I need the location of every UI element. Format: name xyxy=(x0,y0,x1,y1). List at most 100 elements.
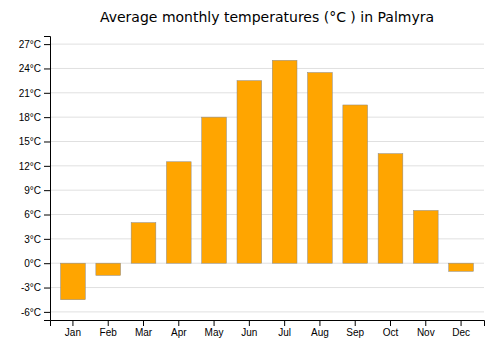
tick-mark xyxy=(44,117,50,118)
tick-label: Jan xyxy=(65,327,81,338)
y-tick: 15°C xyxy=(19,136,50,147)
tick-mark xyxy=(72,320,73,326)
tick-label: 27°C xyxy=(19,39,41,50)
tick-label: May xyxy=(205,327,224,338)
y-tick: 3°C xyxy=(24,234,50,245)
tick-label: Nov xyxy=(417,327,435,338)
tick-label: 21°C xyxy=(19,88,41,99)
axis-line xyxy=(44,37,51,321)
y-tick: 12°C xyxy=(19,161,50,172)
bar xyxy=(449,263,474,271)
y-axis: -6°C -3°C 0°C 3°C 6°C 9°C 12°C 15°C 18°C 21°C 24°C… xyxy=(19,37,51,321)
x-tick: May xyxy=(205,320,224,338)
bar xyxy=(202,117,227,263)
y-tick: 27°C xyxy=(19,39,50,50)
grid xyxy=(50,44,484,312)
tick-label: Aug xyxy=(311,327,329,338)
tick-label: 12°C xyxy=(19,161,41,172)
x-tick: Nov xyxy=(417,320,435,338)
tick-mark xyxy=(44,93,50,94)
grid-line xyxy=(50,68,484,69)
grid-line xyxy=(50,92,484,93)
y-tick: 18°C xyxy=(19,112,50,123)
tick-label: Oct xyxy=(383,327,399,338)
bar xyxy=(413,210,438,263)
grid-line xyxy=(50,287,484,288)
tick-mark xyxy=(44,263,50,264)
tick-label: -6°C xyxy=(21,307,41,318)
grid-line xyxy=(50,190,484,191)
tick-mark xyxy=(44,288,50,289)
tick-mark xyxy=(461,320,462,326)
bar xyxy=(308,73,333,264)
bars xyxy=(61,60,474,299)
bar xyxy=(96,263,121,275)
tick-label: 3°C xyxy=(24,234,41,245)
y-tick: 24°C xyxy=(19,63,50,74)
tick-label: -3°C xyxy=(21,282,41,293)
y-tick: -6°C xyxy=(21,307,50,318)
tick-mark xyxy=(390,320,391,326)
x-tick: Dec xyxy=(452,320,470,338)
tick-mark xyxy=(44,166,50,167)
tick-mark xyxy=(425,320,426,326)
tick-mark xyxy=(44,44,50,45)
bar xyxy=(343,105,368,263)
y-tick: 21°C xyxy=(19,88,50,99)
y-tick: 6°C xyxy=(24,209,50,220)
x-tick: Feb xyxy=(100,320,118,338)
bar xyxy=(272,60,297,263)
plot: -6°C -3°C 0°C 3°C 6°C 9°C 12°C 15°C 18°C 21°C 24°C… xyxy=(19,37,485,339)
tick-mark xyxy=(284,320,285,326)
tick-label: Apr xyxy=(171,327,187,338)
tick-mark xyxy=(44,312,50,313)
grid-line xyxy=(50,311,484,312)
axis-line xyxy=(51,321,485,327)
tick-mark xyxy=(355,320,356,326)
title: Average monthly temperatures (°C ) in Pa… xyxy=(100,9,434,25)
grid-line xyxy=(50,117,484,118)
tick-label: Dec xyxy=(452,327,470,338)
x-tick: Jan xyxy=(65,320,81,338)
tick-label: 24°C xyxy=(19,63,41,74)
tick-label: Feb xyxy=(100,327,118,338)
grid-line xyxy=(50,165,484,166)
chart: -6°C -3°C 0°C 3°C 6°C 9°C 12°C 15°C 18°C 21°C 24°C… xyxy=(0,0,500,350)
bar xyxy=(378,154,403,264)
tick-mark xyxy=(44,68,50,69)
tick-label: Mar xyxy=(135,327,153,338)
tick-mark xyxy=(319,320,320,326)
tick-mark xyxy=(44,141,50,142)
tick-mark xyxy=(44,239,50,240)
bar xyxy=(237,81,262,264)
tick-mark xyxy=(44,190,50,191)
x-tick: Sep xyxy=(346,320,364,338)
bar xyxy=(61,263,86,300)
x-tick: Jul xyxy=(278,320,291,338)
tick-label: 0°C xyxy=(24,258,41,269)
bar xyxy=(131,223,156,264)
bar xyxy=(166,162,191,263)
tick-label: 9°C xyxy=(24,185,41,196)
tick-label: 6°C xyxy=(24,209,41,220)
x-axis: Jan Feb Mar Apr May Jun Jul Aug Sep Oct Nov Dec xyxy=(51,320,485,338)
y-tick: -3°C xyxy=(21,282,50,293)
x-tick: Aug xyxy=(311,320,329,338)
tick-mark xyxy=(108,320,109,326)
grid-line xyxy=(50,44,484,45)
x-tick: Jun xyxy=(241,320,257,338)
tick-label: 15°C xyxy=(19,136,41,147)
x-tick: Apr xyxy=(171,320,187,338)
x-tick: Oct xyxy=(383,320,399,338)
tick-label: Sep xyxy=(346,327,364,338)
grid-line xyxy=(50,141,484,142)
y-tick: 0°C xyxy=(24,258,50,269)
tick-label: Jul xyxy=(278,327,291,338)
x-tick: Mar xyxy=(135,320,153,338)
tick-mark xyxy=(249,320,250,326)
tick-mark xyxy=(178,320,179,326)
tick-mark xyxy=(214,320,215,326)
tick-label: Jun xyxy=(241,327,257,338)
tick-label: 18°C xyxy=(19,112,41,123)
tick-mark xyxy=(143,320,144,326)
